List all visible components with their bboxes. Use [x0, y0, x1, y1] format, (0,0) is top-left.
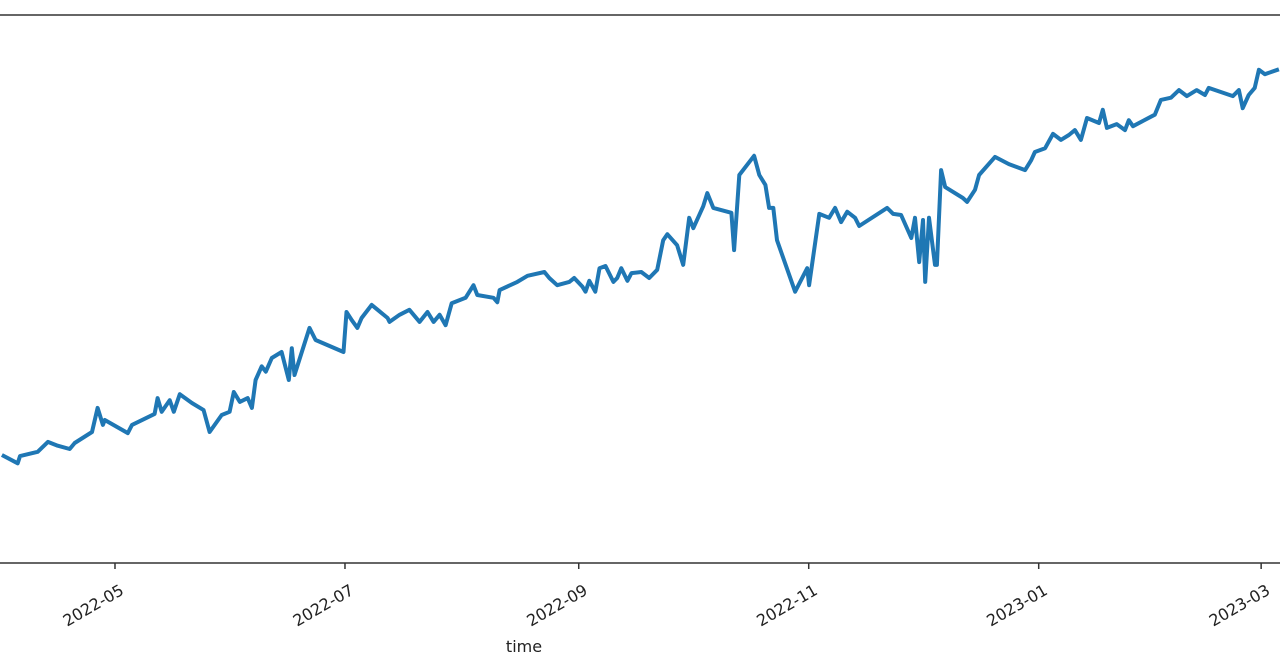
x-tick-label: 2022-11 [753, 580, 820, 630]
x-tick-label: 2022-07 [290, 580, 357, 630]
x-tick-label: 2023-01 [983, 580, 1050, 630]
x-axis-label: time [506, 637, 542, 656]
x-tick-label: 2023-03 [1206, 580, 1273, 630]
x-tick-label: 2022-09 [523, 580, 590, 630]
x-tick-label: 2022-05 [60, 580, 127, 630]
data-line [0, 67, 1280, 466]
